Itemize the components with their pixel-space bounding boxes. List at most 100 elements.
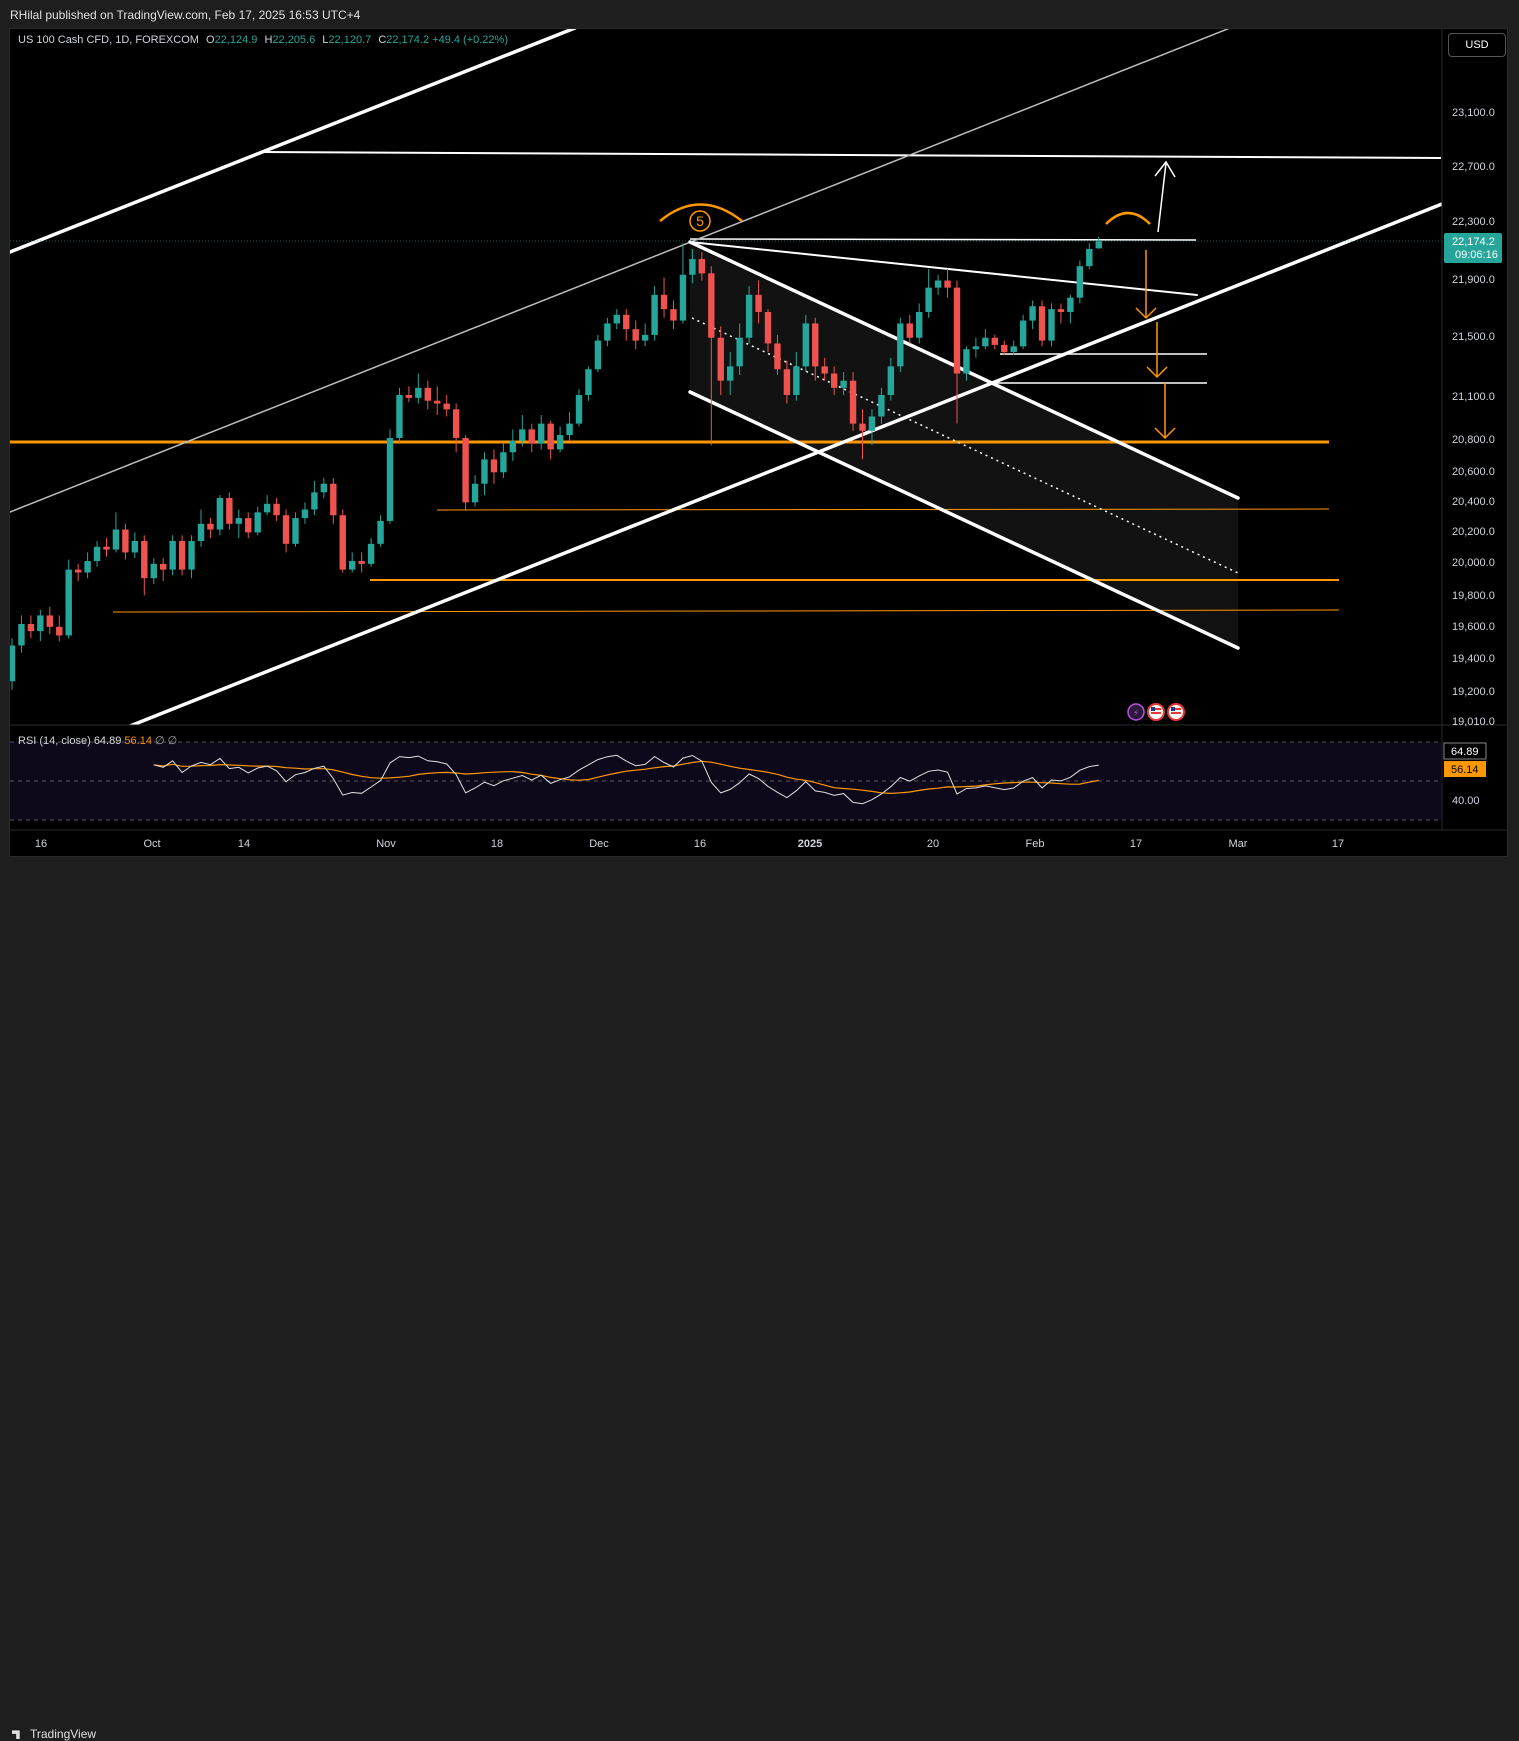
rsi-ma-value: 56.14 xyxy=(124,735,152,747)
current-top-arc xyxy=(1105,211,1151,225)
candle-body xyxy=(727,366,734,381)
bottom-bar: TradingView xyxy=(0,860,1519,1741)
candle-body xyxy=(812,323,819,367)
price-tick-label: 20,200.0 xyxy=(1452,526,1495,538)
symbol-legend: US 100 Cash CFD, 1D, FOREXCOM O22,124.9 … xyxy=(18,34,508,46)
price-tick-label: 19,200.0 xyxy=(1452,686,1495,698)
price-chart[interactable]: 5 ⚡ 23,100.0 22,700.0 22,300.0 21,900.0 21,500… xyxy=(0,0,1519,892)
close-label: C xyxy=(378,34,387,46)
lightning-glyph: ⚡ xyxy=(1133,709,1139,719)
candle-body xyxy=(745,294,753,338)
candle-body xyxy=(405,395,413,398)
time-tick-label: 16 xyxy=(694,838,706,850)
candle-body xyxy=(1038,306,1046,341)
high-value: 22,205.6 xyxy=(272,34,316,46)
candle-body xyxy=(169,540,176,570)
candle-body xyxy=(358,561,365,564)
candle-body xyxy=(519,429,526,441)
candle-body xyxy=(963,349,970,374)
candle-body xyxy=(566,423,573,436)
close-value: 22,174.2 xyxy=(386,34,430,46)
time-tick-label: Dec xyxy=(589,838,609,850)
candle-body xyxy=(10,645,16,682)
candle-body xyxy=(802,323,809,367)
candle-body xyxy=(821,366,828,374)
price-tick-label: 19,600.0 xyxy=(1452,621,1495,633)
candle-body xyxy=(150,563,157,579)
low-value: 22,120.7 xyxy=(328,34,372,46)
candle-body xyxy=(897,323,904,367)
candle-body xyxy=(849,380,857,424)
candle-body xyxy=(27,624,35,632)
candle-body xyxy=(736,337,743,367)
candle-body xyxy=(311,492,318,510)
candle-body xyxy=(122,529,129,553)
currency-button[interactable]: USD xyxy=(1448,33,1506,57)
candle-body xyxy=(925,287,932,312)
candle-body xyxy=(859,423,866,431)
candle-body xyxy=(84,561,91,573)
candle-body xyxy=(840,380,847,388)
descending-trendline xyxy=(689,241,1198,296)
price-tick-label: 23,100.0 xyxy=(1452,107,1495,119)
candle-body xyxy=(93,546,101,562)
candle-body xyxy=(424,387,431,401)
rsi-ma-badge xyxy=(1444,761,1486,777)
candle-body xyxy=(216,498,224,530)
candle-body xyxy=(1095,241,1102,249)
price-tick-label: 20,600.0 xyxy=(1452,466,1495,478)
candle-body xyxy=(490,459,498,473)
flag-stripe xyxy=(1151,708,1161,710)
open-label: O xyxy=(206,34,215,46)
time-tick-label: 16 xyxy=(35,838,47,850)
candle-body xyxy=(377,520,384,544)
price-tick-label: 19,400.0 xyxy=(1452,653,1495,665)
candle-body xyxy=(764,311,772,344)
price-tick-label: 20,400.0 xyxy=(1452,496,1495,508)
candle-body xyxy=(349,561,356,570)
candle-body xyxy=(651,294,658,335)
candle-body xyxy=(972,346,980,350)
time-tick-label: 17 xyxy=(1130,838,1142,850)
candle-body xyxy=(235,518,242,524)
candle-body xyxy=(944,280,951,288)
candle-body xyxy=(528,429,535,444)
candle-body xyxy=(56,626,63,636)
candle-body xyxy=(1048,309,1055,341)
candle-body xyxy=(547,423,554,450)
rsi-line xyxy=(153,754,1099,805)
time-tick-label: Feb xyxy=(1026,838,1045,850)
candle-body xyxy=(991,337,998,345)
candle-body xyxy=(1067,297,1074,312)
candle-body xyxy=(226,498,233,524)
rsi-title: RSI (14, close) xyxy=(18,735,91,747)
candle-body xyxy=(178,540,186,570)
rsi-legend: RSI (14, close) 64.89 56.14 ∅ ∅ xyxy=(18,734,177,747)
price-tick-label: 21,100.0 xyxy=(1452,391,1495,403)
main-pane xyxy=(10,29,1442,725)
price-tick-label: 20,800.0 xyxy=(1452,434,1495,446)
candle-body xyxy=(708,273,715,338)
high-label: H xyxy=(264,34,273,46)
breakout-arrow-head xyxy=(1154,160,1176,178)
upper-channel-line xyxy=(10,29,577,254)
candle-body xyxy=(481,459,488,484)
tradingview-logo[interactable]: TradingView xyxy=(12,1727,96,1741)
time-tick-label: 18 xyxy=(491,838,503,850)
candle-body xyxy=(585,369,592,395)
candle-body xyxy=(301,509,309,519)
candle-body xyxy=(37,615,44,632)
candle-body xyxy=(575,395,583,424)
last-price-label: 22,174.2 xyxy=(1452,236,1495,248)
candle-body xyxy=(500,452,507,473)
candle-body xyxy=(660,294,668,310)
price-tick-label: 21,500.0 xyxy=(1452,331,1495,343)
candle-body xyxy=(282,515,290,544)
candle-body xyxy=(131,540,139,553)
candle-body xyxy=(689,259,696,275)
candle-body xyxy=(698,259,706,274)
candle-body xyxy=(160,563,167,570)
candle-body xyxy=(112,529,120,550)
candle-body xyxy=(717,337,724,381)
candle-body xyxy=(141,540,148,579)
